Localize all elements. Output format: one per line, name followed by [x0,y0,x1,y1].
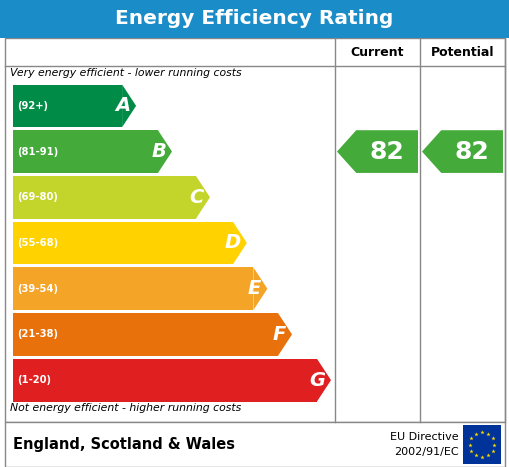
Bar [13,222,233,264]
Text: (55-68): (55-68) [17,238,58,248]
Text: (69-80): (69-80) [17,192,58,202]
Bar [13,176,196,219]
Text: (1-20): (1-20) [17,375,51,385]
Bar [13,267,253,310]
Bar [13,130,158,173]
Text: A: A [115,96,130,115]
Text: (21-38): (21-38) [17,329,58,340]
Polygon shape [196,176,210,219]
Text: England, Scotland & Wales: England, Scotland & Wales [13,437,235,452]
Bar [463,425,501,464]
Text: (81-91): (81-91) [17,147,58,156]
Bar [0,0,509,38]
Text: F: F [273,325,286,344]
Polygon shape [422,130,503,173]
Polygon shape [278,313,292,356]
Text: (39-54): (39-54) [17,284,58,294]
Polygon shape [158,130,172,173]
Text: Not energy efficient - higher running costs: Not energy efficient - higher running co… [10,403,241,413]
Polygon shape [253,267,267,310]
Text: C: C [190,188,204,207]
Text: B: B [151,142,166,161]
Text: D: D [224,234,241,253]
Text: 82: 82 [455,140,490,163]
Text: 82: 82 [370,140,405,163]
Text: Very energy efficient - lower running costs: Very energy efficient - lower running co… [10,68,242,78]
Bar [5,38,505,422]
Bar [13,359,317,402]
Text: Potential: Potential [431,45,494,58]
Polygon shape [317,359,331,402]
Bar [13,313,278,356]
Polygon shape [122,85,136,127]
Polygon shape [337,130,418,173]
Text: G: G [309,371,325,389]
Bar [13,85,122,127]
Text: E: E [248,279,262,298]
Text: 2002/91/EC: 2002/91/EC [394,446,459,457]
Text: Energy Efficiency Rating: Energy Efficiency Rating [116,9,393,28]
Text: (92+): (92+) [17,101,48,111]
Text: Current: Current [351,45,404,58]
Text: EU Directive: EU Directive [390,432,459,443]
Bar [5,422,505,467]
Polygon shape [233,222,247,264]
